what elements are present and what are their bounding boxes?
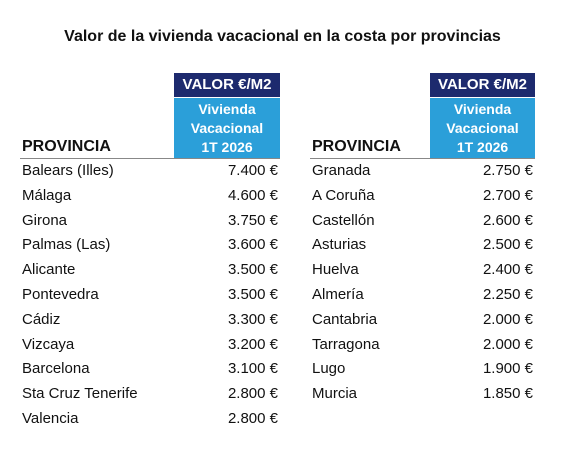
- province: A Coruña: [312, 186, 375, 204]
- unit-header: VALOR €/M2: [430, 73, 535, 97]
- value: 2.400 €: [482, 261, 533, 279]
- value: 3.600 €: [227, 236, 278, 254]
- value: 3.750 €: [227, 211, 278, 229]
- subheader: Vivienda Vacacional 1T 2026: [174, 98, 280, 158]
- province: Asturias: [312, 236, 367, 254]
- province: Cantabria: [312, 310, 378, 328]
- province: Lugo: [312, 360, 346, 378]
- value: 4.600 €: [227, 186, 278, 204]
- province: Málaga: [22, 186, 72, 204]
- value: 2.800 €: [227, 385, 278, 403]
- subheader: Vivienda Vacacional 1T 2026: [430, 98, 535, 158]
- header-rule: [20, 158, 280, 159]
- province: Granada: [312, 162, 371, 179]
- province: Alicante: [22, 261, 76, 279]
- column-header: PROVINCIA: [312, 138, 401, 155]
- province: Pontevedra: [22, 286, 99, 303]
- province: Valencia: [22, 410, 79, 427]
- province: Barcelona: [22, 360, 90, 378]
- value: 3.300 €: [227, 310, 278, 328]
- province: Murcia: [312, 385, 358, 403]
- province: Sta Cruz Tenerife: [22, 385, 138, 403]
- column-header: PROVINCIA: [22, 138, 111, 155]
- value: 1.900 €: [482, 360, 533, 378]
- subheader-line: 1T 2026: [201, 139, 253, 155]
- province: Girona: [22, 211, 68, 229]
- subheader-line: Vivienda: [453, 101, 512, 117]
- province: Palmas (Las): [22, 236, 111, 254]
- value: 2.500 €: [482, 236, 533, 254]
- province: Balears (Illes): [22, 162, 114, 179]
- value: 2.000 €: [482, 310, 533, 328]
- province: Tarragona: [312, 335, 380, 353]
- value: 2.750 €: [482, 162, 533, 179]
- title: Valor de la vivienda vacacional en la co…: [64, 28, 501, 45]
- value: 1.850 €: [482, 385, 533, 403]
- province: Castellón: [312, 211, 375, 229]
- subheader-line: Vacacional: [446, 120, 519, 136]
- province: Huelva: [312, 261, 359, 279]
- subheader-line: Vivienda: [198, 101, 256, 117]
- province: Cádiz: [22, 310, 61, 328]
- value: 3.500 €: [227, 286, 278, 303]
- value: 2.700 €: [482, 186, 533, 204]
- value: 2.800 €: [227, 410, 278, 427]
- subheader-line: Vacacional: [190, 120, 264, 136]
- province: Vizcaya: [22, 335, 75, 353]
- value: 7.400 €: [227, 162, 278, 179]
- header-rule: [310, 158, 535, 159]
- value: 2.600 €: [482, 211, 533, 229]
- value: 3.500 €: [227, 261, 278, 279]
- value: 2.250 €: [482, 286, 533, 303]
- province: Almería: [312, 286, 364, 303]
- value: 3.200 €: [227, 335, 278, 353]
- subheader-line: 1T 2026: [456, 139, 509, 155]
- unit-header: VALOR €/M2: [174, 73, 280, 97]
- value: 2.000 €: [482, 335, 533, 353]
- value: 3.100 €: [227, 360, 278, 378]
